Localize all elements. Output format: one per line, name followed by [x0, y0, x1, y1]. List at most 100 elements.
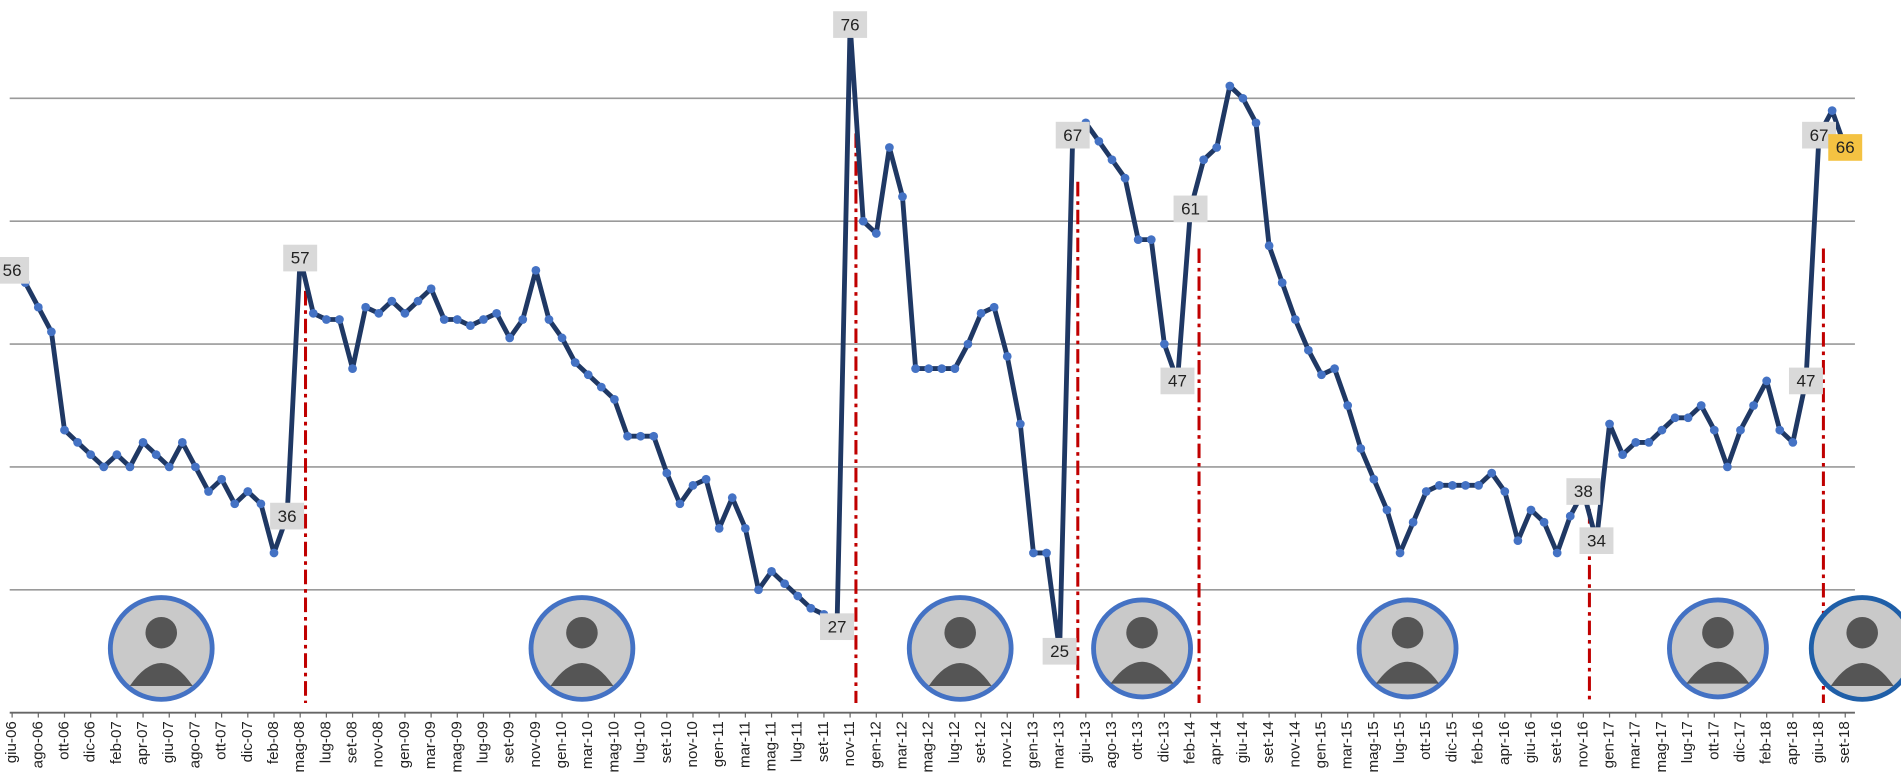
x-tick-label: gen-12: [867, 721, 884, 768]
marker: [466, 321, 475, 330]
marker: [571, 358, 580, 367]
portrait: [1359, 600, 1456, 697]
marker: [165, 463, 174, 472]
x-tick-label: feb-18: [1758, 721, 1775, 764]
marker: [1160, 340, 1169, 349]
x-tick-label: nov-16: [1574, 721, 1591, 767]
marker: [1356, 444, 1365, 453]
x-tick-label: ago-07: [186, 721, 203, 768]
data-label: 66: [1836, 138, 1855, 157]
x-tick-label: lug-17: [1679, 721, 1696, 763]
x-tick-label: dic-15: [1443, 721, 1460, 762]
x-tick-label: set-08: [344, 721, 361, 763]
marker: [623, 432, 632, 441]
marker: [1409, 518, 1418, 527]
marker: [230, 499, 239, 508]
marker: [1278, 278, 1287, 287]
marker: [1029, 549, 1038, 558]
x-tick-label: nov-09: [527, 721, 544, 767]
x-tick-label: gen-15: [1312, 721, 1329, 768]
x-tick-label: giu-16: [1522, 721, 1539, 763]
x-tick-label: giu-18: [1810, 721, 1827, 763]
marker: [73, 438, 82, 447]
marker: [204, 487, 213, 496]
marker: [1265, 241, 1274, 250]
x-tick-label: mar-13: [1051, 721, 1068, 769]
marker: [1658, 426, 1667, 435]
marker: [1095, 137, 1104, 146]
x-tick-label: lug-11: [789, 721, 806, 762]
data-label: 38: [1574, 482, 1593, 501]
marker: [1461, 481, 1470, 490]
x-tick-label: mag-10: [605, 721, 622, 772]
x-tick-label: gen-10: [553, 721, 570, 768]
x-tick-label: apr-18: [1784, 721, 1801, 765]
marker: [1671, 413, 1680, 422]
marker: [47, 327, 56, 336]
marker: [662, 469, 671, 478]
marker: [1514, 536, 1523, 545]
marker: [1422, 487, 1431, 496]
data-label: 36: [278, 507, 297, 526]
marker: [898, 192, 907, 201]
marker: [1775, 426, 1784, 435]
marker: [1828, 106, 1837, 115]
marker: [139, 438, 148, 447]
marker: [1225, 82, 1234, 91]
x-tick-label: mag-17: [1653, 721, 1670, 772]
x-tick-label: dic-06: [82, 721, 99, 762]
x-tick-label: ott-17: [1705, 721, 1722, 760]
marker: [60, 426, 69, 435]
marker: [453, 315, 462, 324]
marker: [1291, 315, 1300, 324]
x-tick-label: lug-08: [317, 721, 334, 763]
marker: [1147, 235, 1156, 244]
data-label: 61: [1181, 200, 1200, 219]
marker: [728, 493, 737, 502]
portrait: [909, 598, 1011, 700]
x-tick-label: gen-09: [396, 721, 413, 768]
x-tick-label: set-16: [1548, 721, 1565, 763]
marker: [414, 297, 423, 306]
marker: [335, 315, 344, 324]
x-tick-label: nov-12: [998, 721, 1015, 767]
x-tick-label: set-18: [1836, 721, 1853, 763]
marker: [793, 592, 802, 601]
marker: [532, 266, 541, 275]
marker: [715, 524, 724, 533]
marker: [1540, 518, 1549, 527]
marker: [126, 463, 135, 472]
marker: [676, 499, 685, 508]
marker: [505, 334, 514, 343]
data-label: 47: [1168, 372, 1187, 391]
series-line: [12, 25, 1845, 652]
x-tick-label: ott-07: [213, 721, 230, 760]
marker: [1697, 401, 1706, 410]
x-tick-label: ott-13: [1129, 721, 1146, 760]
marker: [217, 475, 226, 484]
marker: [1317, 370, 1326, 379]
marker: [1762, 377, 1771, 386]
data-label: 25: [1050, 642, 1069, 661]
x-tick-label: gen-13: [1024, 721, 1041, 768]
marker: [597, 383, 606, 392]
x-tick-label: feb-14: [1182, 721, 1199, 764]
marker: [322, 315, 331, 324]
x-tick-label: dic-17: [1731, 721, 1748, 762]
marker: [951, 364, 960, 373]
marker: [257, 499, 266, 508]
x-tick-label: ago-06: [29, 721, 46, 768]
marker: [937, 364, 946, 373]
chart: giu-06ago-06ott-06dic-06feb-07apr-07giu-…: [0, 0, 1901, 783]
portrait: [1094, 600, 1191, 697]
marker: [309, 309, 318, 318]
x-tick-label: lug-15: [1391, 721, 1408, 763]
marker: [178, 438, 187, 447]
marker: [1383, 506, 1392, 515]
page: giu-06ago-06ott-06dic-06feb-07apr-07giu-…: [0, 0, 1901, 783]
marker: [492, 309, 501, 318]
data-label: 34: [1587, 531, 1606, 550]
marker: [911, 364, 920, 373]
marker: [1749, 401, 1758, 410]
